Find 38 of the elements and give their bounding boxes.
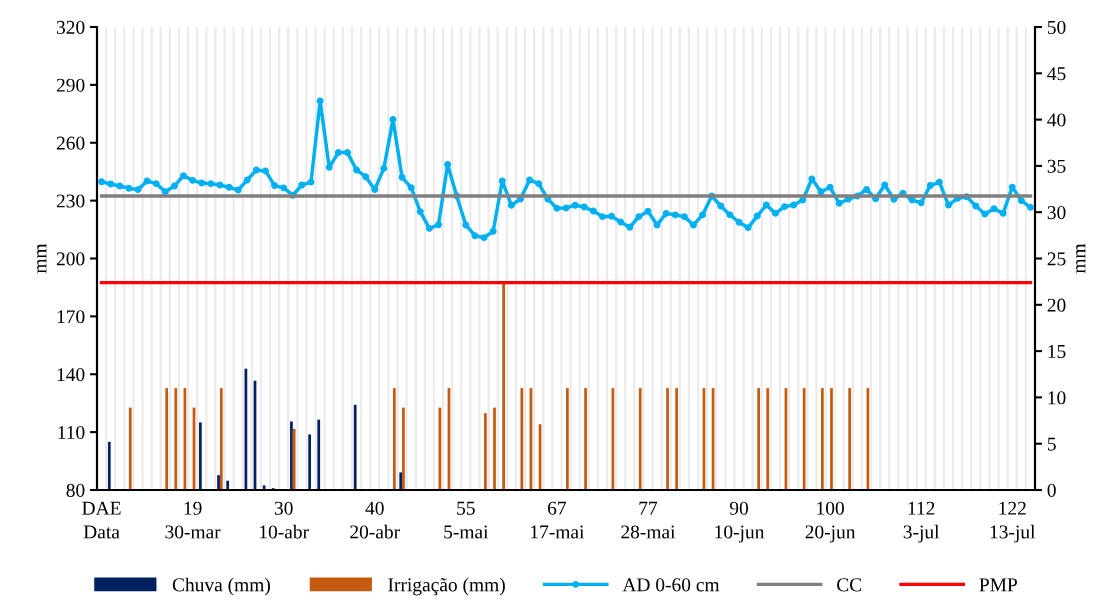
- x-tick-label: 40 20-abr: [350, 501, 400, 539]
- y-tick-label: 140: [57, 368, 85, 382]
- legend-label: Irrigação (mm): [388, 577, 505, 596]
- y-tick-label: 200: [56, 252, 85, 266]
- y2-tick-label: 0: [1047, 483, 1056, 497]
- x-tick-label: 77 28-mai: [621, 501, 676, 539]
- y-tick-label: 290: [56, 78, 85, 92]
- y2-tick-label: 25: [1047, 252, 1066, 266]
- y2-tick-label: 40: [1047, 113, 1066, 127]
- x-tick-label: 112 3-jul: [903, 501, 940, 543]
- y-axis-title: mm: [37, 243, 47, 274]
- y-tick-label: 260: [56, 136, 85, 150]
- y-tick-label: 170: [57, 310, 85, 324]
- x-tick-label: DAE Data: [82, 501, 121, 539]
- y2-axis-title: mm: [1076, 243, 1086, 274]
- y2-tick-label: 10: [1048, 391, 1066, 405]
- x-tick-label: 30 10-abr: [260, 501, 309, 539]
- y2-tick-label: 15: [1048, 345, 1066, 359]
- y-tick-label: 110: [58, 425, 85, 440]
- legend-label: PMP: [979, 578, 1017, 592]
- y-tick-label: 230: [56, 194, 85, 208]
- legend-label: CC: [837, 578, 862, 592]
- y2-tick-label: 30: [1047, 206, 1066, 220]
- y2-tick-label: 45: [1047, 67, 1066, 81]
- y2-tick-label: 5: [1047, 437, 1056, 451]
- legend-label: Chuva (mm): [172, 577, 270, 596]
- y-tick-label: 320: [56, 20, 85, 34]
- y2-tick-label: 50: [1047, 20, 1066, 34]
- legend-label: AD 0-60 cm: [622, 578, 720, 592]
- y-tick-label: 80: [66, 483, 85, 497]
- y2-tick-label: 20: [1047, 298, 1066, 312]
- x-tick-label: 19 30-mar: [165, 501, 221, 539]
- x-tick-label: 90 10-jun: [715, 501, 765, 543]
- x-tick-label: 55 5-mai: [444, 501, 489, 539]
- x-tick-label: 122 13-jul: [990, 501, 1036, 543]
- x-tick-label: 67 17-mai: [531, 501, 585, 539]
- x-tick-label: 100 20-jun: [805, 501, 856, 543]
- y2-tick-label: 35: [1047, 159, 1066, 173]
